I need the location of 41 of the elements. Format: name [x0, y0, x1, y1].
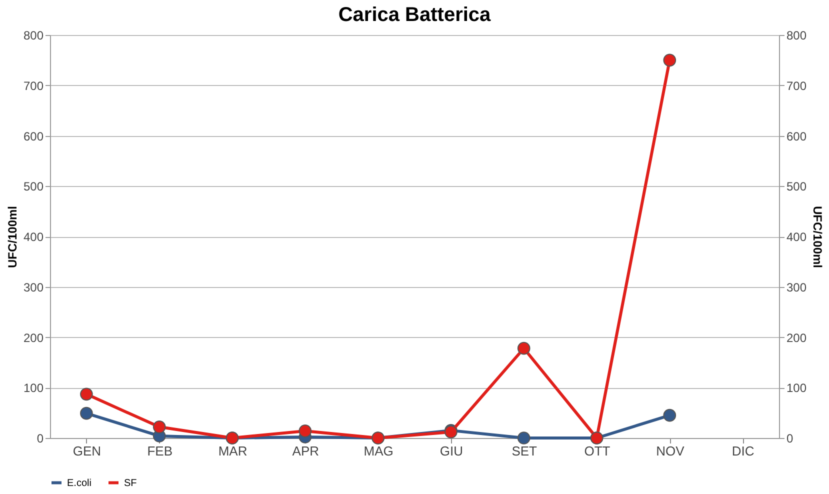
point: [298, 424, 312, 438]
y2-tick-label: 100: [786, 381, 807, 396]
x-tick-label: NOV: [656, 444, 685, 458]
chart-title: Carica Batterica: [338, 4, 492, 26]
y-tick-label: 800: [23, 28, 44, 42]
point: [663, 54, 676, 67]
point: [80, 388, 93, 401]
x-tick-label: DIC: [732, 444, 754, 458]
y-axis-title: UFC/100ml: [5, 206, 20, 268]
y-tick-label: 0: [36, 432, 44, 446]
y-tick-label: 300: [23, 280, 44, 294]
x-tick-label: OTT: [584, 444, 610, 458]
y-tick-label: 400: [23, 230, 44, 244]
point: [517, 342, 530, 355]
y2-tick-label: 800: [786, 28, 807, 42]
x-tick-label: APR: [292, 444, 320, 458]
x-tick-label: MAR: [218, 444, 248, 458]
x-tick-label: FEB: [147, 444, 172, 458]
y2-tick-label: 500: [786, 180, 807, 194]
x-tick-label: GEN: [72, 444, 102, 458]
point: [517, 432, 530, 444]
y2-tick-label: 300: [786, 280, 807, 294]
y2-axis-title: UFC/100ml: [810, 206, 825, 268]
y-tick-label: 600: [23, 129, 44, 144]
legend-label: E.coli: [67, 478, 92, 489]
y-tick-label: 100: [23, 381, 44, 396]
y2-tick-label: 700: [786, 78, 807, 93]
y2-tick-label: 400: [786, 230, 807, 244]
x-tick-label: GIU: [440, 444, 464, 458]
point: [152, 420, 166, 434]
x-tick-label: MAG: [364, 444, 394, 458]
y2-tick-label: 0: [786, 432, 794, 446]
y2-tick-label: 600: [786, 129, 807, 144]
point: [663, 408, 676, 422]
y2-tick-label: 200: [786, 330, 807, 345]
x-tick-label: SET: [512, 444, 538, 458]
y-tick-label: 200: [23, 330, 44, 345]
y-tick-label: 500: [23, 180, 44, 194]
point: [80, 406, 93, 420]
y-tick-label: 700: [23, 78, 44, 93]
legend-label: SF: [124, 478, 137, 489]
